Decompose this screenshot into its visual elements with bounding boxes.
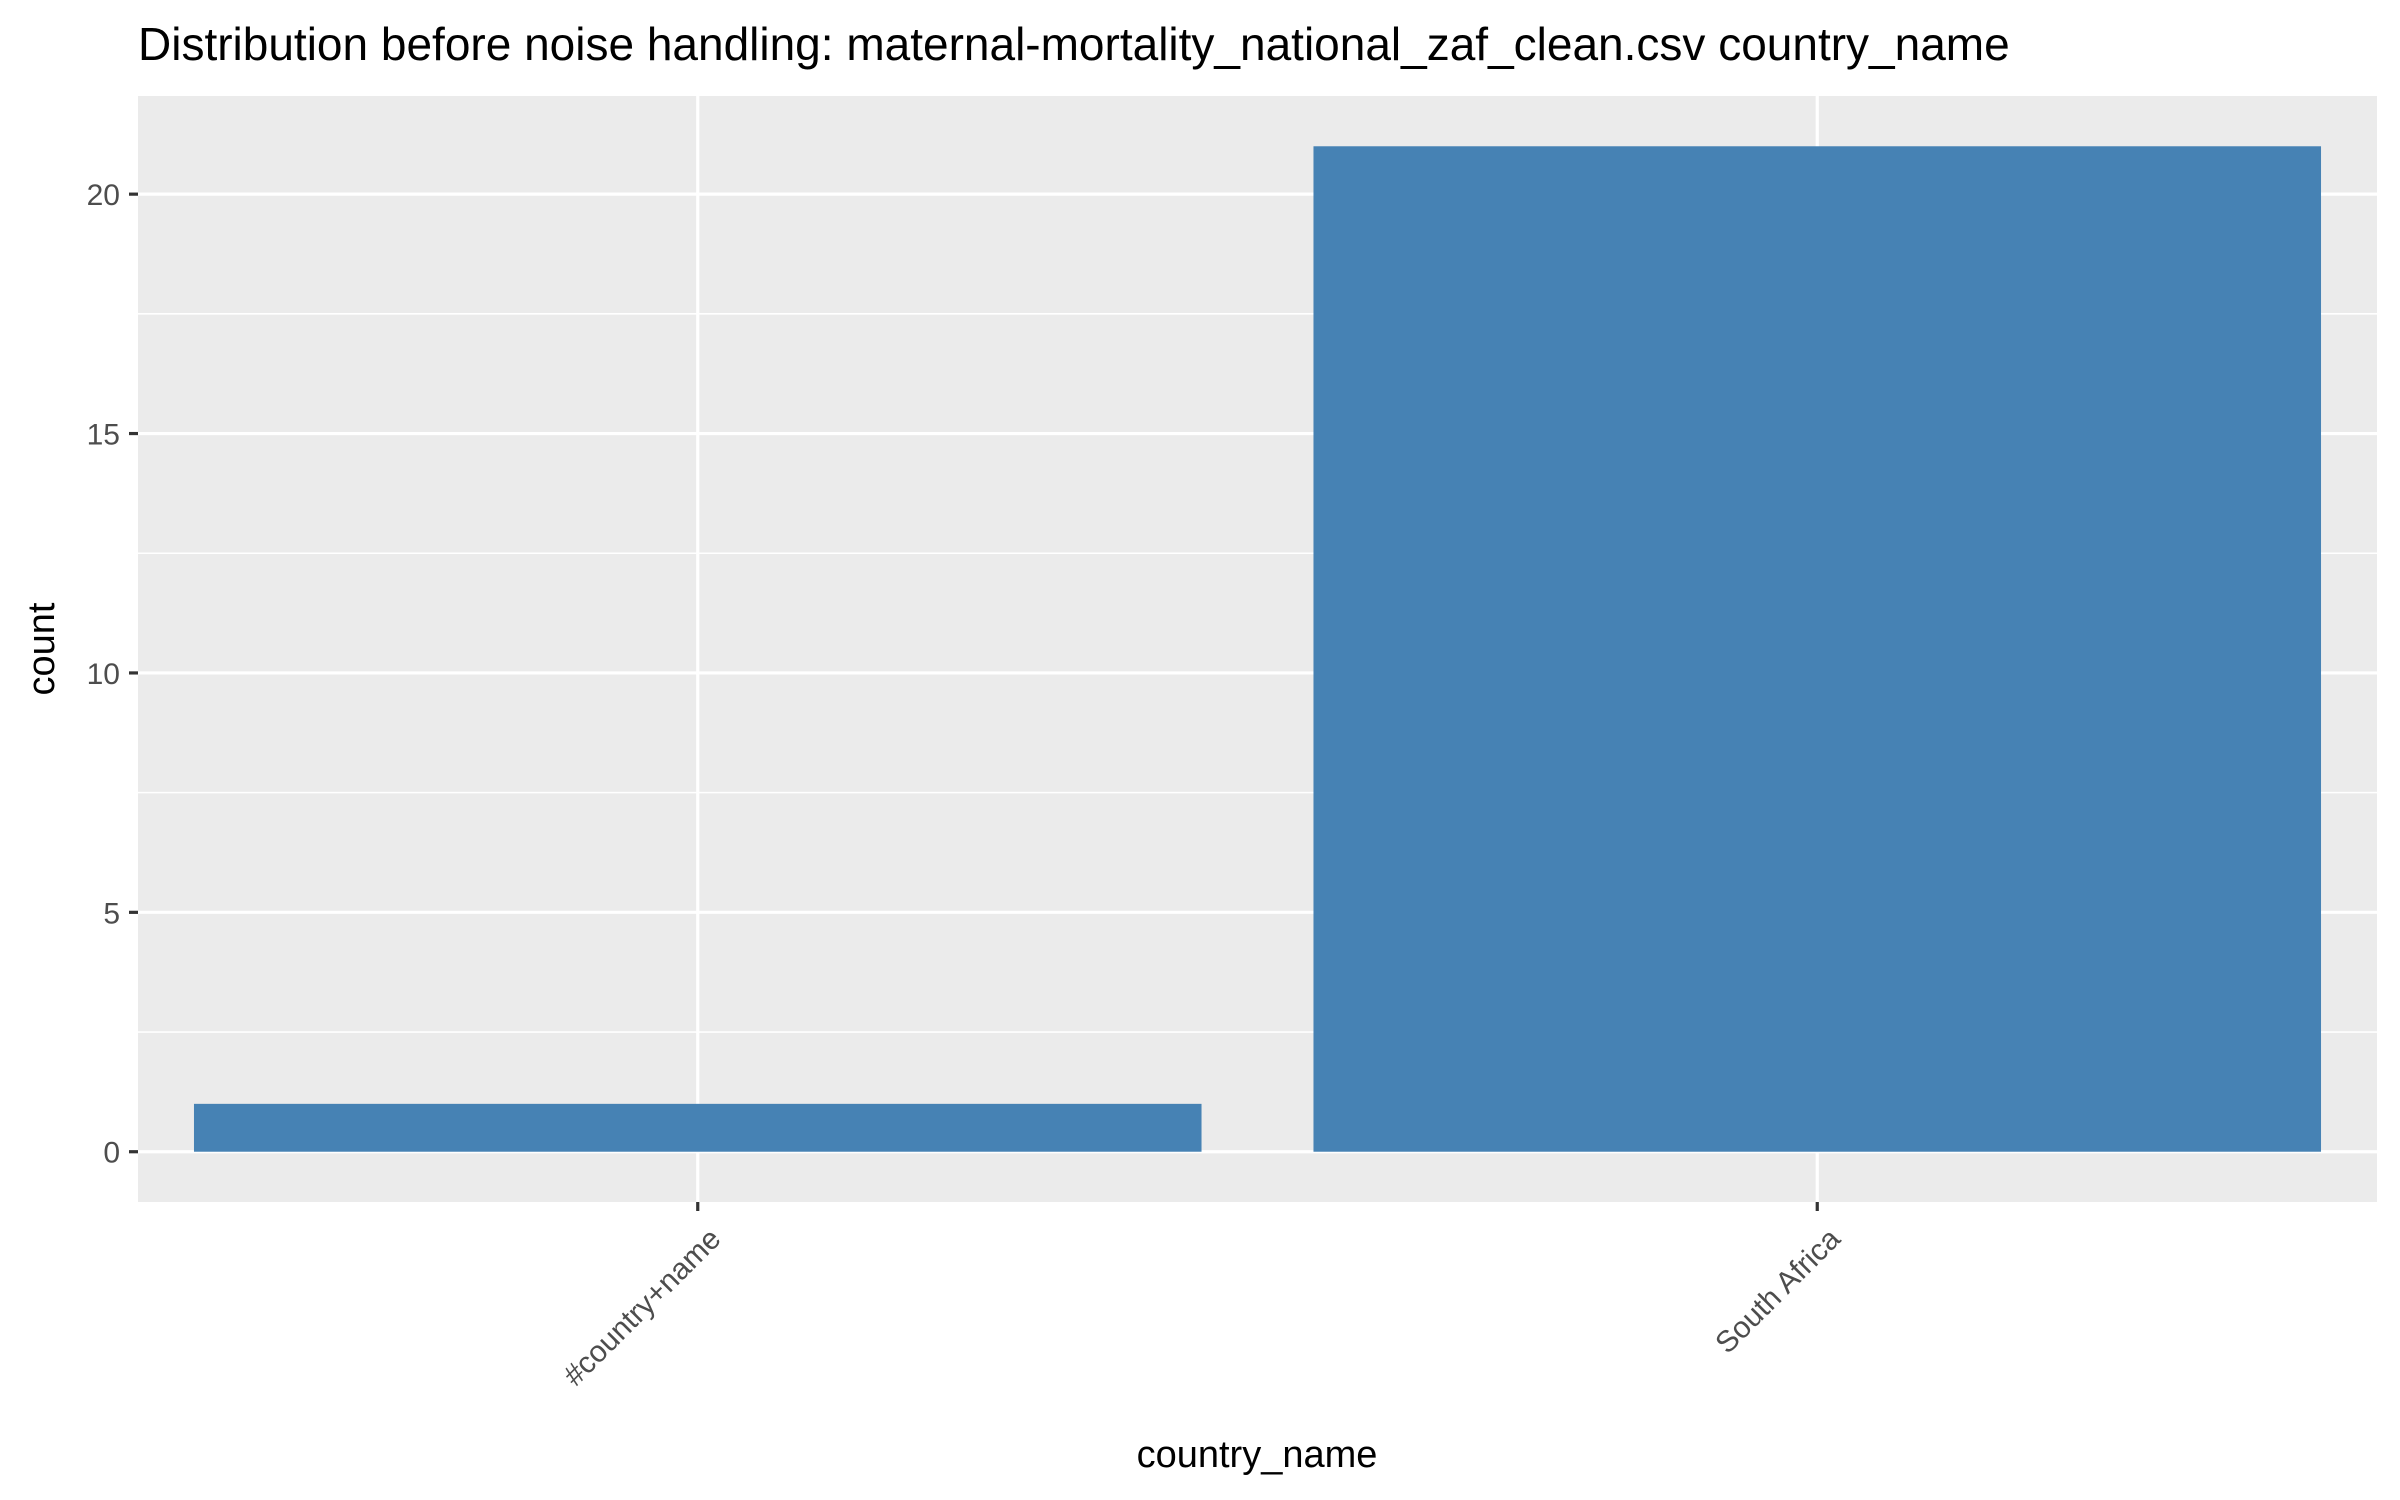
y-tick-label: 5 xyxy=(103,897,120,930)
y-tick-label: 20 xyxy=(87,179,120,212)
x-axis-title: country_name xyxy=(1137,1434,1378,1476)
chart-title: Distribution before noise handling: mate… xyxy=(138,18,2010,70)
y-axis: 0 5 10 15 20 xyxy=(87,179,138,1170)
y-tick-label: 0 xyxy=(103,1137,120,1170)
bars xyxy=(193,146,2322,1152)
x-axis: #country+name South Africa xyxy=(557,1202,1847,1392)
y-tick-label: 10 xyxy=(87,658,120,691)
bar-1 xyxy=(1313,146,2322,1152)
y-axis-title: count xyxy=(21,602,63,695)
x-tick-label: #country+name xyxy=(557,1222,727,1392)
y-tick-label: 15 xyxy=(87,419,120,452)
x-tick-label: South Africa xyxy=(1709,1222,1847,1360)
bar-0 xyxy=(193,1103,1202,1152)
